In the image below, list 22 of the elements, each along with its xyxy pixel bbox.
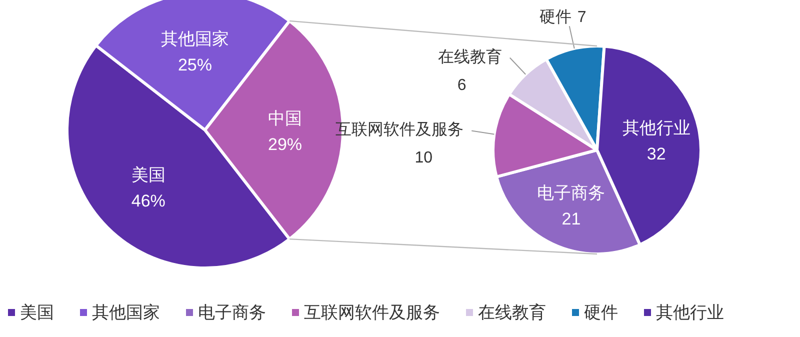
slice-label: 硬件	[539, 9, 572, 26]
legend-label: 美国	[20, 303, 54, 322]
legend-label: 硬件	[584, 303, 618, 322]
slice-label: 其他行业	[622, 118, 690, 138]
legend-label: 在线教育	[478, 303, 546, 322]
data-label: 25%	[178, 56, 212, 75]
data-label: 10	[414, 150, 433, 167]
legend-label: 其他行业	[656, 303, 724, 322]
slice-label: 在线教育	[438, 48, 502, 66]
slice-label: 中国	[268, 109, 302, 128]
data-label: 7	[577, 9, 586, 26]
legend-label: 电子商务	[198, 303, 266, 322]
data-label: 21	[562, 210, 581, 229]
slice-label: 美国	[131, 166, 166, 185]
data-label: 29%	[268, 135, 302, 154]
legend-label: 互联网软件及服务	[304, 303, 440, 322]
data-label: 6	[457, 76, 466, 94]
legend-label: 其他国家	[92, 303, 160, 322]
data-label: 46%	[131, 192, 166, 211]
data-label: 32	[646, 144, 666, 164]
slice-label: 其他国家	[160, 30, 229, 49]
slice-label: 电子商务	[537, 184, 606, 203]
